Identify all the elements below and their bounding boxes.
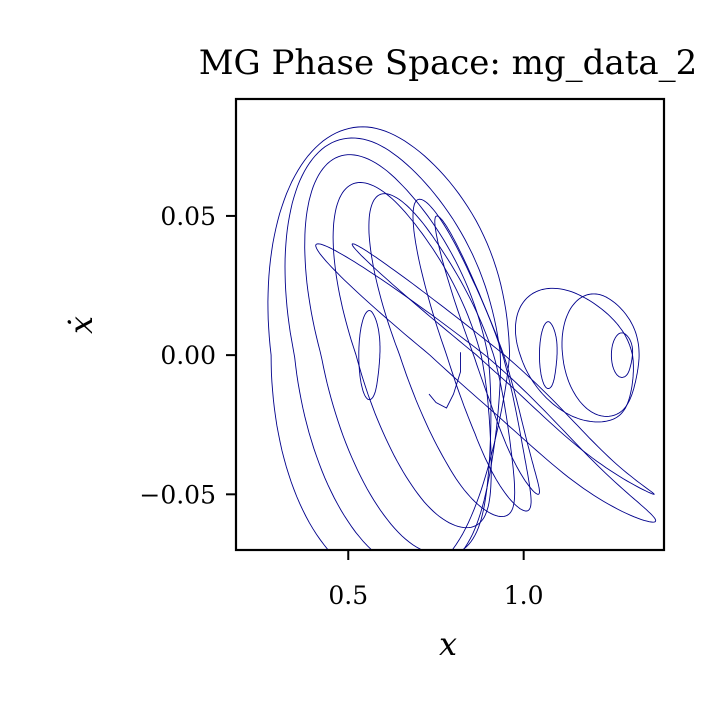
trajectory-loop (368, 193, 516, 518)
x-tick-label: 0.5 (328, 581, 368, 610)
trajectory-loop (539, 321, 558, 389)
trajectory-loop (332, 182, 492, 529)
trajectory-loop (304, 154, 492, 550)
y-axis-label: ẋ (62, 316, 100, 334)
y-tick-label: 0.00 (160, 341, 216, 370)
trajectory-series (267, 126, 657, 550)
y-tick-label: −0.05 (139, 480, 216, 509)
trajectory-loop (351, 243, 655, 495)
trajectory-loop (358, 310, 381, 401)
chart-title: MG Phase Space: mg_data_2 (199, 43, 698, 83)
trajectory-loop (610, 332, 634, 378)
y-tick-label: 0.05 (160, 202, 216, 231)
x-ticks: 0.5 1.0 (328, 550, 544, 610)
trajectory-loop (434, 215, 540, 495)
plot-frame (234, 97, 666, 552)
trajectory-loop (561, 293, 640, 417)
trajectory-loop (315, 243, 657, 523)
trajectory-transient (428, 352, 461, 409)
y-ticks: 0.05 0.00 −0.05 (139, 202, 236, 509)
trajectory-loop (267, 126, 511, 550)
x-axis-label: x (439, 625, 457, 663)
x-tick-label: 1.0 (504, 581, 544, 610)
trajectory-loop (515, 287, 634, 423)
trajectory-loop (284, 137, 501, 550)
trajectory-loop (412, 198, 532, 512)
